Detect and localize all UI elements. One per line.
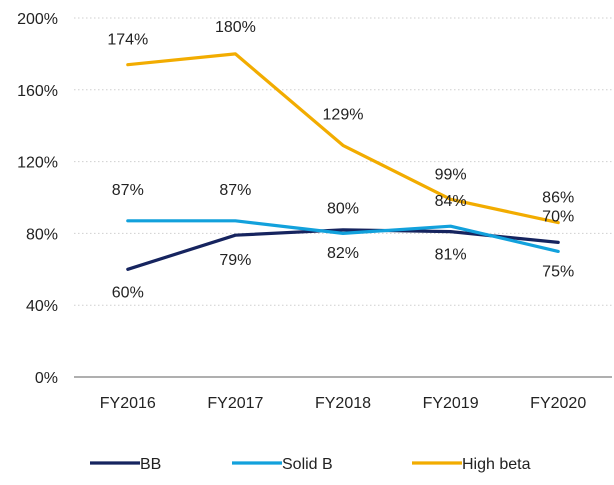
y-tick-label: 200%	[17, 11, 58, 28]
y-tick-label: 0%	[35, 370, 58, 387]
data-label-high-beta: 174%	[107, 32, 148, 49]
series-line-high-beta	[126, 52, 560, 225]
data-labels: 60% 79% 82% 81% 75% 87% 87% 80% 84% 70% 174% 180% 12…	[107, 19, 574, 301]
legend: BB Solid B High beta	[90, 456, 531, 473]
legend-item-bb: BB	[90, 456, 161, 473]
data-label-solid-b: 70%	[542, 208, 574, 225]
data-label-high-beta: 86%	[542, 190, 574, 207]
y-tick-label: 160%	[17, 83, 58, 100]
y-tick-label: 40%	[26, 298, 58, 315]
x-tick-label: FY2018	[315, 395, 371, 412]
legend-label: Solid B	[282, 456, 333, 473]
data-label-solid-b: 87%	[112, 182, 144, 199]
data-label-high-beta: 180%	[215, 19, 256, 36]
legend-label: High beta	[462, 456, 531, 473]
y-axis-ticks: 0% 40% 80% 120% 160% 200%	[17, 11, 58, 387]
grid-lines	[74, 17, 612, 378]
x-tick-label: FY2020	[530, 395, 586, 412]
data-label-bb: 81%	[435, 247, 467, 264]
legend-item-solid-b: Solid B	[232, 456, 333, 473]
data-label-solid-b: 84%	[435, 193, 467, 210]
series-lines	[126, 52, 560, 271]
data-label-high-beta: 99%	[435, 166, 467, 183]
data-label-solid-b: 80%	[327, 200, 359, 217]
y-tick-label: 120%	[17, 155, 58, 172]
data-label-bb: 60%	[112, 284, 144, 301]
series-line-solid-b	[126, 219, 560, 253]
data-label-high-beta: 129%	[323, 106, 364, 123]
data-label-bb: 75%	[542, 263, 574, 280]
legend-item-high-beta: High beta	[412, 456, 531, 473]
data-label-bb: 82%	[327, 245, 359, 262]
x-tick-label: FY2019	[423, 395, 479, 412]
x-tick-label: FY2017	[207, 395, 263, 412]
data-label-solid-b: 87%	[219, 182, 251, 199]
x-axis-ticks: FY2016 FY2017 FY2018 FY2019 FY2020	[100, 395, 587, 412]
x-tick-label: FY2016	[100, 395, 156, 412]
y-tick-label: 80%	[26, 226, 58, 243]
data-label-bb: 79%	[219, 252, 251, 269]
legend-label: BB	[140, 456, 161, 473]
